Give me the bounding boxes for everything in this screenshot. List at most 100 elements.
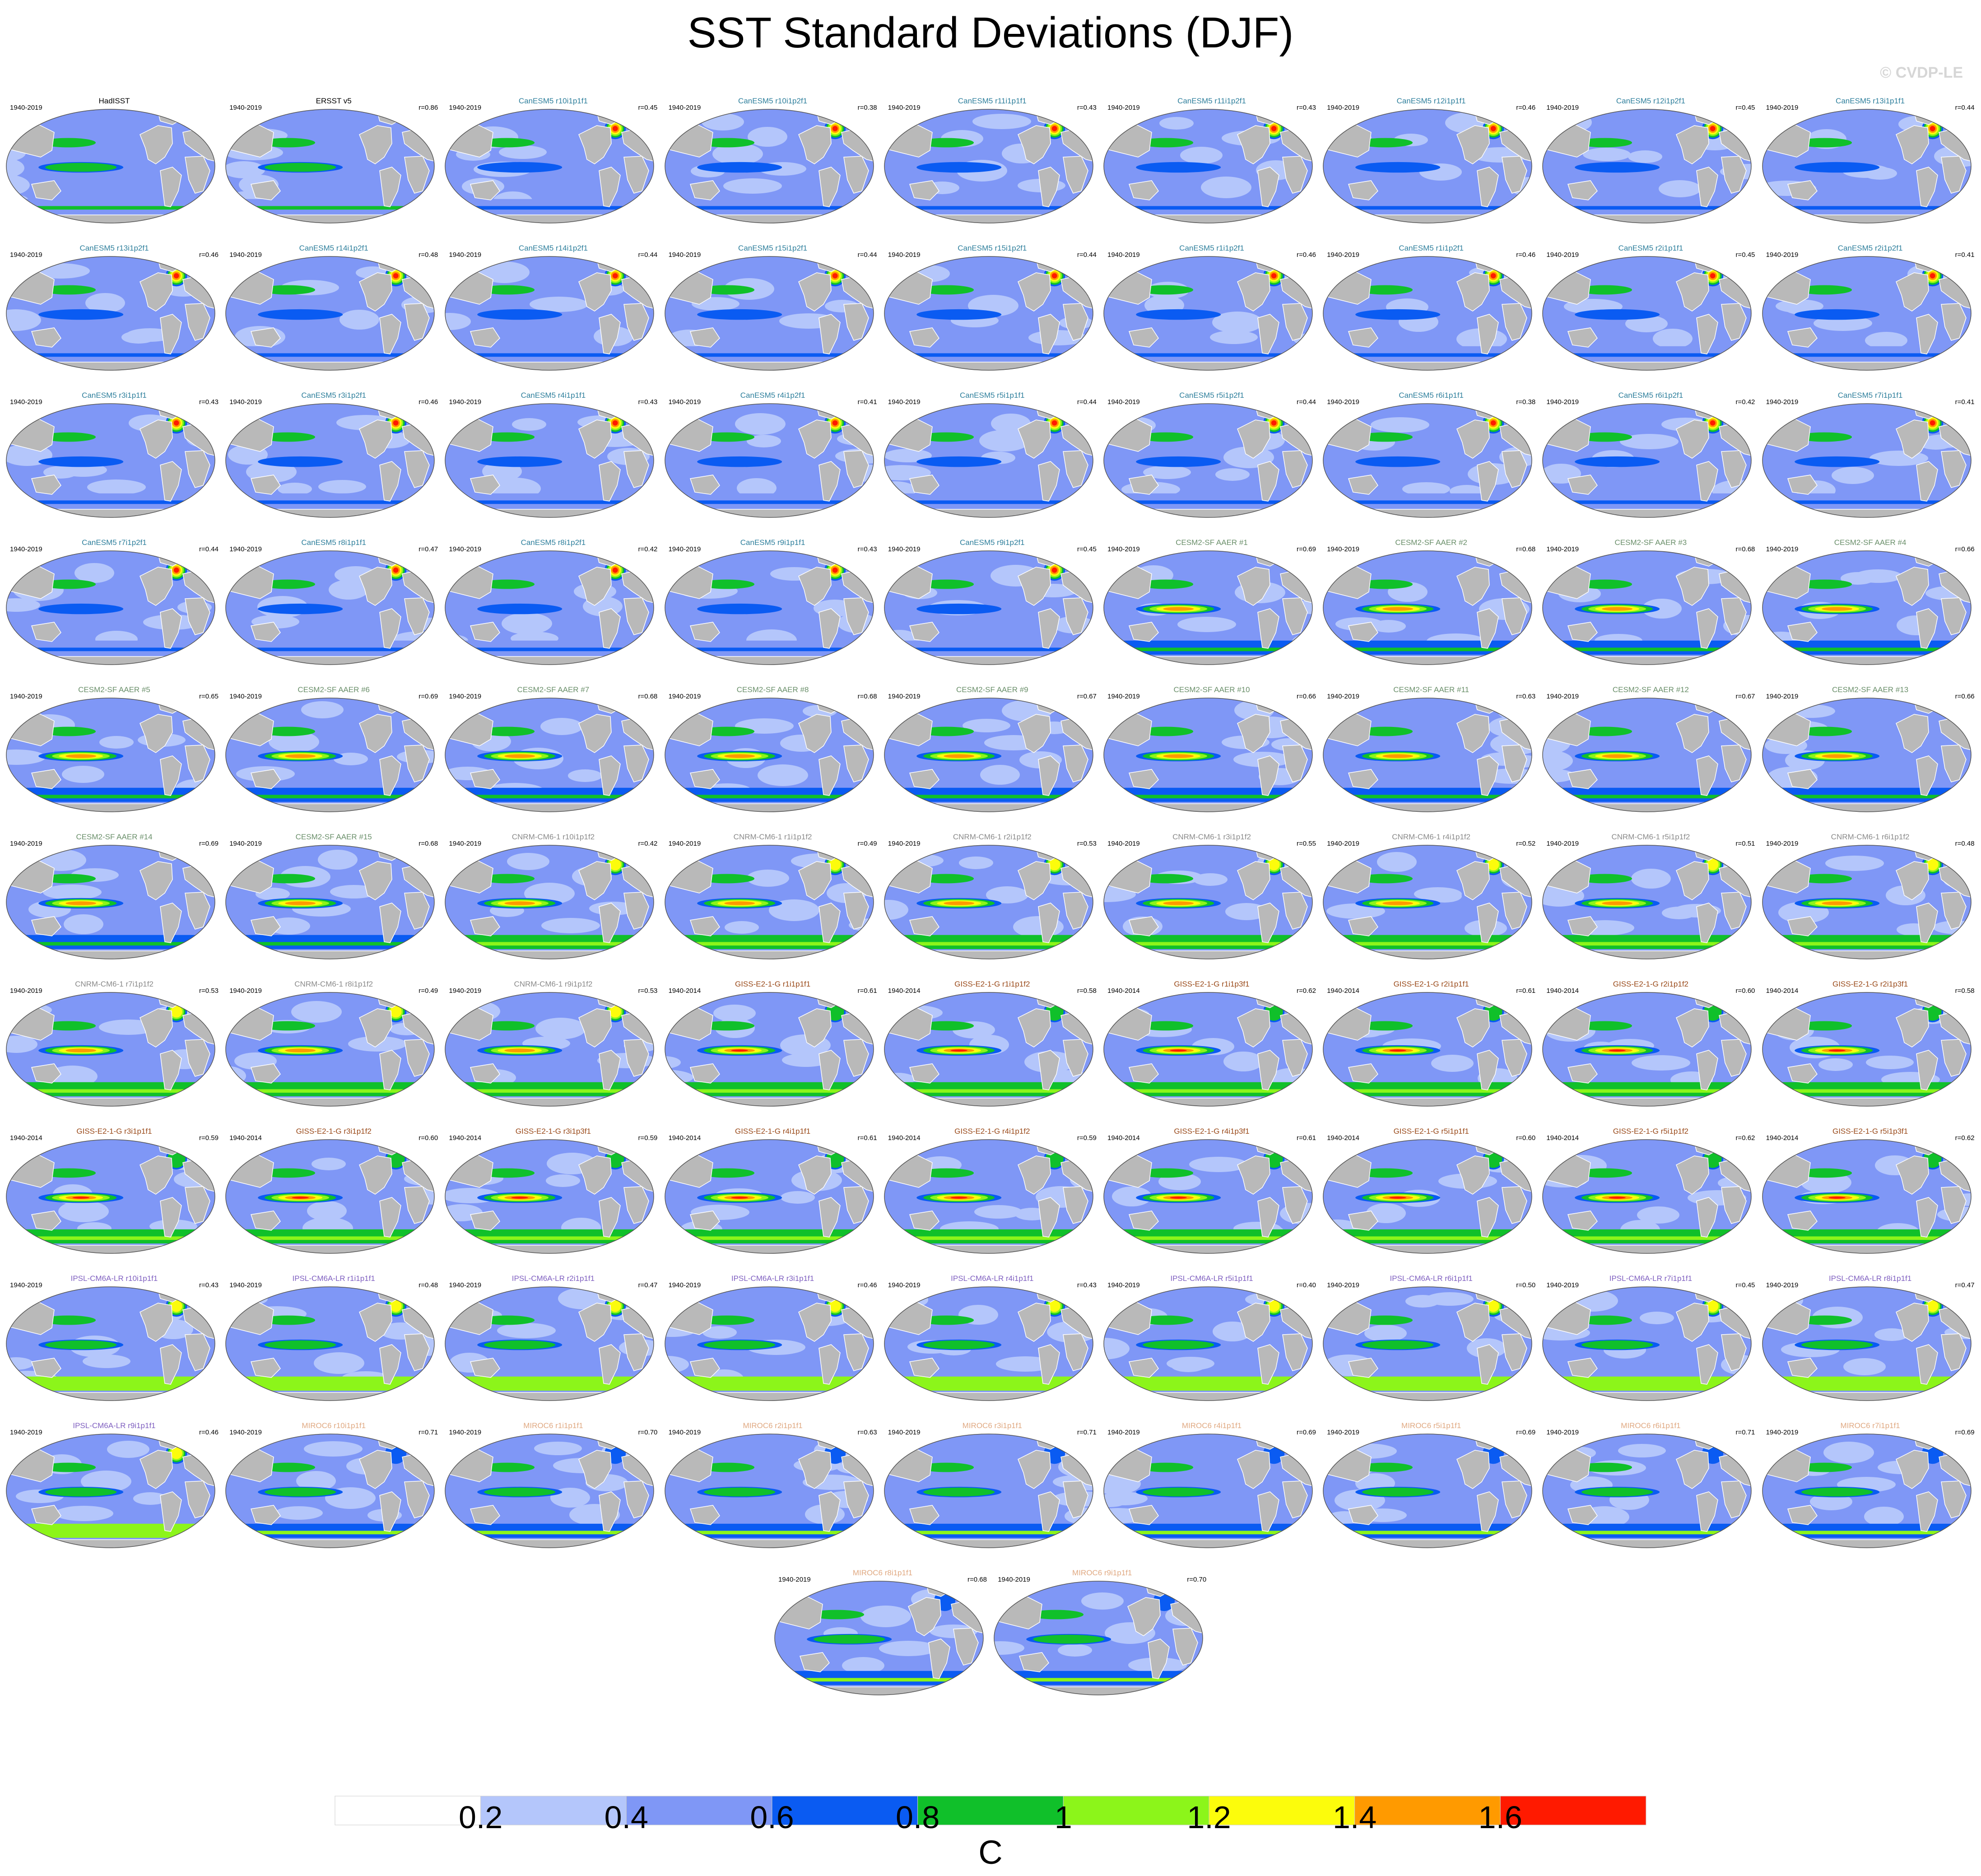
equatorial-pacific-anomaly [1801, 1487, 1873, 1497]
north-america-land [359, 1450, 392, 1489]
map-panel: CanESM5 r7i1p1f1 1940-2019 r=0.41 [1761, 388, 1980, 533]
africa-land [1062, 745, 1088, 782]
sst-map [6, 550, 215, 665]
equatorial-pacific-anomaly [65, 901, 97, 905]
sst-map [1542, 256, 1752, 371]
map-outline [1762, 256, 1972, 371]
map-panel: MIROC6 r8i1p1f1 1940-2019 r=0.68 [773, 1566, 992, 1710]
north-america-land [1237, 714, 1270, 753]
north-atlantic-anomaly [1268, 1300, 1280, 1312]
map-outline [1103, 109, 1313, 223]
panel-correlation: r=0.46 [419, 398, 438, 406]
sst-map [445, 550, 655, 665]
variability-patch [497, 1323, 556, 1338]
australia-land [1348, 475, 1379, 495]
south-america-land [599, 167, 621, 207]
panel-title: GISS-E2-1-G r4i1p1f1 [735, 1127, 811, 1136]
australia-land [470, 1358, 501, 1378]
north-atlantic-anomaly [1268, 858, 1280, 871]
variability-patch [133, 1492, 167, 1505]
southern-ocean-core [665, 500, 874, 504]
southern-ocean-core [6, 1383, 215, 1387]
australia-land [470, 327, 501, 348]
map-field [1323, 109, 1532, 223]
south-america-land [1916, 1344, 1938, 1385]
panel-years: 1940-2019 [229, 545, 262, 553]
panel-years: 1940-2019 [449, 840, 482, 847]
variability-patch [1277, 114, 1312, 128]
north-america-land [1237, 419, 1270, 459]
south-america-land [1696, 1050, 1719, 1090]
north-pacific-anomaly [1796, 874, 1852, 884]
north-america-land [1017, 272, 1051, 312]
south-america-land [1037, 608, 1060, 649]
map-panel: CNRM-CM6-1 r2i1p1f2 1940-2019 r=0.53 [883, 830, 1102, 974]
north-america-land [1237, 125, 1270, 164]
panel-years: 1940-2019 [10, 251, 42, 259]
map-panel: CESM2-SF AAER #6 1940-2019 r=0.69 [224, 683, 443, 827]
north-america-land [1676, 1008, 1710, 1047]
southern-ocean-core [665, 942, 874, 946]
map-panel: GISS-E2-1-G r5i1p3f1 1940-2014 r=0.62 [1761, 1124, 1980, 1269]
panel-correlation: r=0.41 [1955, 251, 1975, 259]
map-panel: CanESM5 r14i1p2f1 1940-2019 r=0.48 [224, 241, 443, 386]
north-america-land [1895, 1155, 1929, 1195]
panel-title: CanESM5 r13i1p1f1 [1836, 97, 1905, 105]
variability-patch [530, 297, 589, 312]
south-america-land [818, 755, 841, 796]
africa-land [185, 156, 210, 194]
panel-years: 1940-2019 [1766, 545, 1799, 553]
panel-correlation: r=0.53 [638, 987, 658, 995]
australia-land [1348, 1505, 1379, 1525]
southern-ocean-core [1543, 206, 1752, 210]
map-outline [664, 403, 874, 518]
variability-patch [499, 145, 547, 159]
map-field [1762, 845, 1971, 959]
australia-land [31, 769, 61, 789]
map-field [226, 845, 435, 959]
map-outline [445, 109, 655, 223]
north-pacific-anomaly [699, 138, 754, 148]
africa-land [1172, 1628, 1198, 1666]
map-field [1543, 698, 1752, 812]
map-field [1762, 404, 1971, 517]
africa-land [1721, 1186, 1747, 1224]
southern-ocean-core [445, 647, 654, 652]
panel-correlation: r=0.63 [1516, 693, 1536, 700]
south-america-land [1257, 1344, 1279, 1385]
map-panel: GISS-E2-1-G r2i1p3f1 1940-2014 r=0.58 [1761, 977, 1980, 1122]
north-pacific-anomaly [1358, 726, 1413, 736]
africa-land [1940, 156, 1967, 194]
equatorial-pacific-anomaly [45, 1487, 117, 1497]
panel-years: 1940-2019 [1546, 1281, 1579, 1289]
map-field [1104, 109, 1312, 223]
north-america-land [798, 567, 832, 606]
africa-land [1502, 1186, 1527, 1224]
southern-ocean-core [6, 1531, 215, 1535]
north-america-land [1895, 1008, 1929, 1047]
variability-patch [1143, 466, 1191, 479]
equatorial-pacific-anomaly [511, 1196, 529, 1199]
panel-title: CESM2-SF AAER #2 [1395, 538, 1468, 547]
north-atlantic-anomaly [1271, 273, 1277, 279]
australia-land [1567, 916, 1598, 936]
map-field [1543, 1434, 1752, 1548]
map-field [226, 992, 435, 1106]
north-pacific-anomaly [479, 1021, 535, 1031]
panel-correlation: r=0.46 [199, 251, 219, 259]
sst-map [1323, 403, 1532, 518]
africa-land [185, 1186, 210, 1224]
australia-land [689, 1505, 720, 1525]
panel-correlation: r=0.71 [1077, 1429, 1097, 1436]
map-outline [664, 1139, 874, 1254]
map-outline [445, 845, 655, 959]
south-america-land [379, 903, 402, 943]
australia-land [1787, 1210, 1818, 1231]
variability-patch [780, 1191, 815, 1204]
panel-correlation: r=0.58 [1955, 987, 1975, 995]
variability-patch [291, 1001, 342, 1023]
australia-land [909, 622, 939, 642]
panel-years: 1940-2019 [10, 693, 42, 700]
map-outline [225, 403, 435, 518]
south-america-land [1257, 1491, 1279, 1532]
